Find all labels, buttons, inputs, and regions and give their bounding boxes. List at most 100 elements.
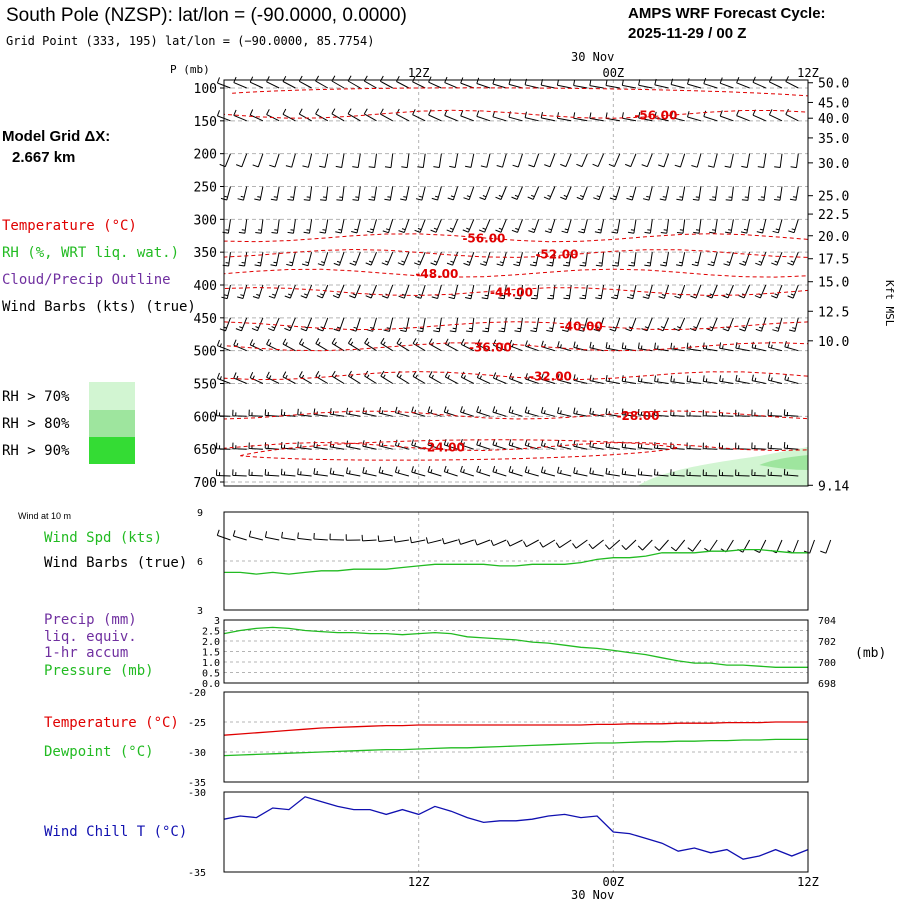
wind-barb — [736, 109, 750, 122]
wind-barb — [281, 531, 296, 541]
wind-barb — [282, 371, 296, 384]
wind-barb — [297, 468, 312, 477]
wind-barb — [284, 284, 296, 299]
wind-barb — [448, 284, 459, 300]
pressure-label: Pressure (mb) — [44, 663, 154, 679]
wind-barb — [378, 466, 393, 477]
wind-barb — [767, 469, 783, 477]
pressure-unit-label: (mb) — [855, 646, 886, 661]
pressure-tick-label: 702 — [818, 637, 836, 648]
wind-barb — [236, 153, 248, 168]
pressure-tick-label: 200 — [194, 148, 217, 163]
wind-barb — [329, 467, 345, 477]
rh80-swatch — [89, 410, 135, 437]
wind-barb — [384, 153, 394, 169]
wind-barb — [249, 339, 264, 352]
wind-barb — [315, 108, 329, 122]
precip-tick-label: 0.5 — [202, 669, 220, 680]
wind-barb — [740, 219, 751, 234]
bottom-time-label: 00Z — [602, 875, 624, 889]
wind-barb — [572, 539, 588, 549]
wind-barb — [368, 186, 377, 201]
wind-barb — [345, 534, 361, 541]
kft-tick-label: 30.0 — [818, 157, 849, 172]
wind-barb — [366, 219, 377, 234]
wind-barb — [300, 317, 313, 332]
wind-barb — [706, 284, 718, 299]
model-grid-label: Model Grid ΔX: — [2, 128, 110, 145]
wind-barb — [398, 284, 410, 299]
wind-barb — [702, 375, 718, 384]
cycle-title: AMPS WRF Forecast Cycle: — [628, 5, 826, 22]
wind-barb — [266, 109, 280, 122]
wind-barb — [670, 111, 685, 122]
pressure-tick-label: 650 — [194, 443, 217, 458]
wind-barb — [751, 409, 766, 417]
wind-barb — [752, 76, 767, 89]
wind-barb — [674, 153, 686, 168]
wind-barb — [298, 338, 312, 352]
wind-barb — [297, 532, 312, 541]
wind-barb — [315, 338, 329, 352]
temperature-contour — [223, 342, 809, 352]
pressure-tick-label: 704 — [818, 616, 836, 627]
precip-tick-label: 0.0 — [202, 679, 220, 690]
wind-barb — [577, 317, 588, 332]
wind-barb — [431, 284, 442, 299]
wind-barb — [444, 76, 458, 89]
wind-barb — [268, 317, 280, 332]
wind-barb — [540, 79, 556, 89]
kft-tick-label: 10.0 — [818, 335, 849, 350]
wind-barb — [397, 252, 410, 266]
wind-barb — [621, 342, 637, 352]
wind-barb — [560, 153, 572, 168]
wind-barb — [654, 468, 669, 477]
wind-barb — [335, 153, 345, 168]
wind-barb — [774, 153, 783, 168]
wind-barb — [790, 153, 799, 169]
wind-barb — [540, 406, 556, 417]
wind-barb — [556, 79, 572, 89]
wind-barb — [751, 442, 766, 450]
wind-barb — [303, 186, 313, 201]
wind-barb — [364, 337, 377, 352]
wind-barb — [346, 440, 361, 450]
wind-barb — [560, 186, 572, 200]
wind-barb — [576, 153, 588, 168]
wind-barb — [460, 438, 474, 450]
wind-barb — [788, 219, 799, 234]
legend-rh80: RH > 80% — [2, 416, 70, 432]
wind-barb — [298, 108, 312, 122]
wind-barb — [254, 252, 264, 267]
wind-barb — [297, 408, 312, 417]
wind-barb — [460, 406, 474, 417]
wind-barb — [751, 374, 766, 384]
wind-barb — [642, 186, 653, 201]
kft-tick-label: 22.5 — [818, 208, 849, 223]
wind-barb — [514, 317, 523, 333]
wind-barb — [767, 442, 783, 450]
wind-barb — [335, 219, 345, 234]
wind-barb — [232, 409, 247, 417]
wind-barb — [595, 252, 605, 267]
wind-barb — [301, 252, 313, 267]
wind-barb — [593, 186, 605, 201]
wind-barb — [654, 409, 669, 417]
wind-barb — [529, 252, 540, 267]
wind-barb — [605, 342, 620, 352]
wind-barb — [248, 469, 263, 477]
temperature-panel: Temperature (°C) Dewpoint (°C) -20 -25 -30… — [44, 688, 809, 789]
wind-barb — [460, 77, 474, 89]
wind-barb — [820, 539, 832, 554]
wind-barb — [492, 406, 507, 417]
wind-barb — [248, 409, 263, 417]
wind-barb — [659, 186, 669, 201]
wind-barb — [735, 469, 750, 477]
wind-barb — [414, 219, 426, 233]
wind-barb — [315, 75, 329, 89]
bottom-date-label: 30 Nov — [571, 888, 614, 900]
wind-barb — [219, 153, 231, 168]
pressure-series — [223, 626, 808, 668]
wind-barb — [687, 78, 702, 89]
wind-barb — [609, 186, 621, 201]
